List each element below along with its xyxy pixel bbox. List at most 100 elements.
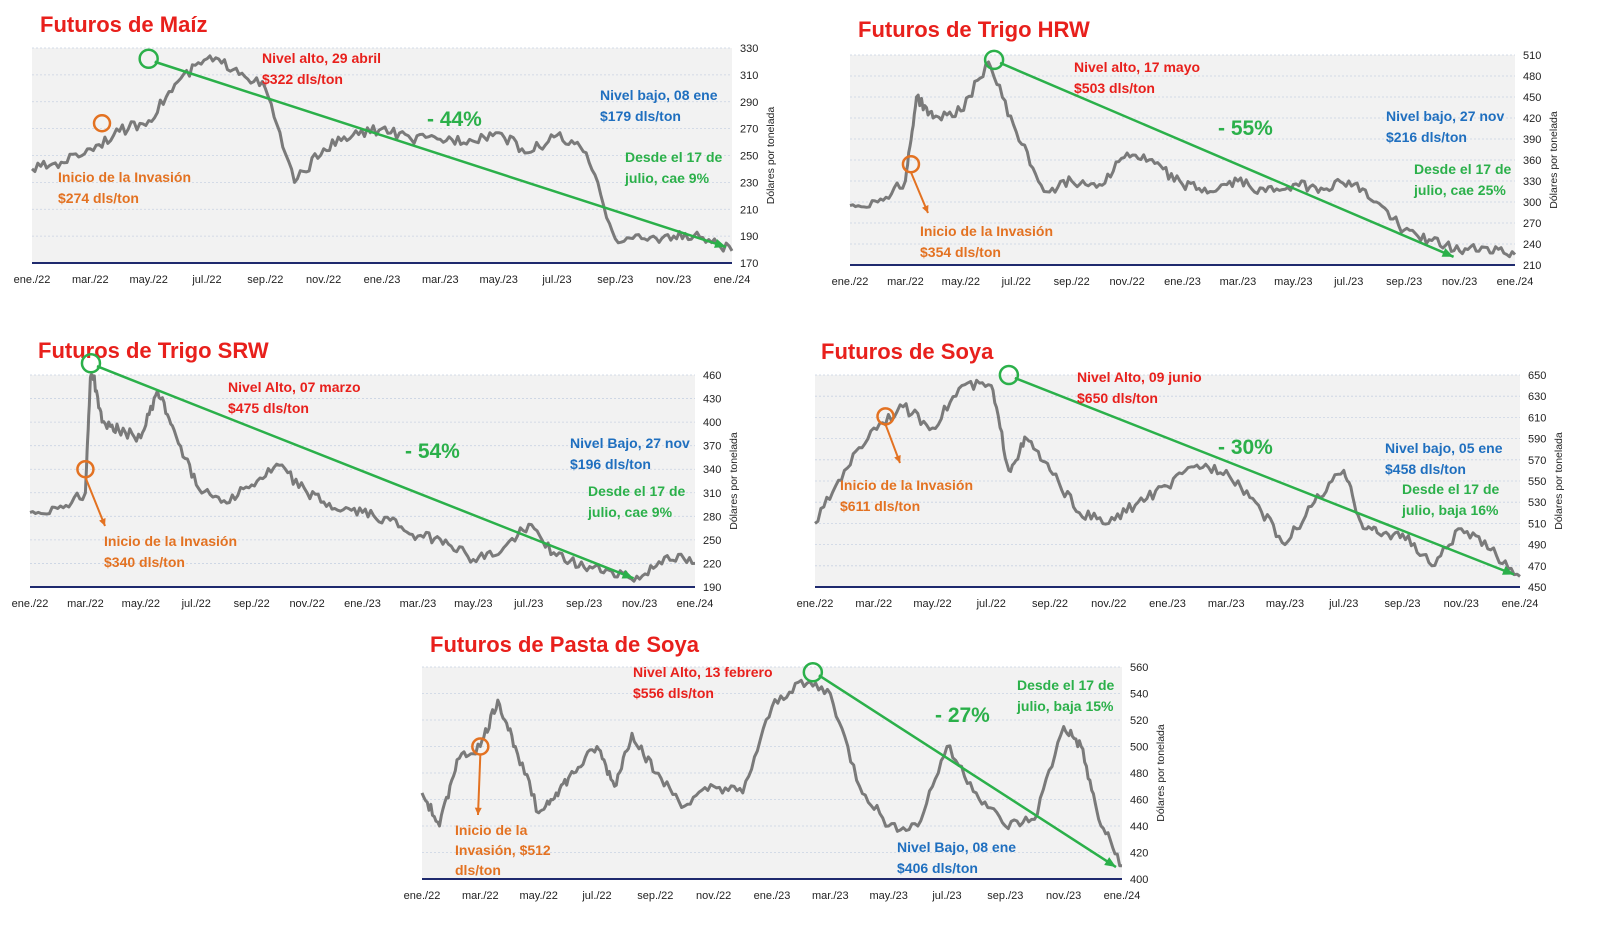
x-tick-label: ene./22 — [14, 274, 51, 286]
high-value: $475 dls/ton — [228, 400, 309, 416]
invasion-marker — [92, 114, 112, 133]
high-label: Nivel alto, 17 mayo — [1074, 59, 1200, 75]
invasion-arrow-head — [922, 205, 929, 213]
x-tick-label: ene./23 — [1164, 276, 1201, 288]
x-tick-label: sep./22 — [637, 890, 673, 902]
x-tick-label: jul./23 — [1333, 276, 1363, 288]
x-tick-label: jul./23 — [541, 274, 571, 286]
y-tick-label: 430 — [703, 394, 721, 406]
y-tick-label: 570 — [1528, 455, 1546, 467]
x-tick-label: sep./22 — [1032, 598, 1068, 610]
invasion-arrow-line — [84, 476, 106, 527]
y-tick-label: 420 — [1130, 848, 1148, 860]
y-tick-label: 300 — [1523, 197, 1541, 209]
y-tick-label: 440 — [1130, 821, 1148, 833]
high-label: Nivel Alto, 13 febrero — [633, 664, 773, 680]
y-tick-label: 470 — [1528, 561, 1546, 573]
x-tick-label: sep./23 — [1386, 276, 1422, 288]
trend-arrow-head — [1441, 248, 1454, 257]
since-note: julio, cae 9% — [587, 504, 673, 520]
x-tick-label: ene./24 — [714, 274, 751, 286]
y-tick-label: 490 — [1528, 540, 1546, 552]
invasion-label: dls/ton — [455, 862, 501, 878]
low-value: $458 dls/ton — [1385, 461, 1466, 477]
x-tick-label: jul./23 — [1328, 598, 1358, 610]
invasion-arrow-line — [477, 754, 482, 816]
y-tick-label: 330 — [740, 43, 758, 55]
chart-title: Futuros de Maíz — [40, 12, 207, 37]
chart-title: Futuros de Trigo SRW — [38, 338, 269, 363]
low-label: Nivel Bajo, 08 ene — [897, 839, 1016, 855]
y-tick-label: 550 — [1528, 476, 1546, 488]
invasion-value: $340 dls/ton — [104, 554, 185, 570]
change-percent: - 55% — [1218, 117, 1273, 140]
trend-arrow-head — [621, 569, 634, 579]
x-tick-label: jul./22 — [1001, 276, 1031, 288]
low-value: $406 dls/ton — [897, 860, 978, 876]
x-tick-label: jul./22 — [181, 598, 211, 610]
x-tick-label: nov./22 — [289, 598, 324, 610]
y-tick-label: 210 — [740, 204, 758, 216]
high-marker — [802, 662, 824, 683]
y-tick-label: 540 — [1130, 689, 1148, 701]
low-label: Nivel bajo, 27 nov — [1386, 108, 1504, 124]
invasion-label: Inicio de la — [455, 822, 528, 838]
y-tick-label: 360 — [1523, 155, 1541, 167]
chart-trigo-srw: Futuros de Trigo SRW 190 220 250 280 310 340 37… — [12, 338, 740, 610]
change-percent: - 27% — [935, 704, 990, 727]
chart-title: Futuros de Trigo HRW — [858, 17, 1090, 42]
x-tick-label: mar./23 — [812, 890, 849, 902]
chart-soya: Futuros de Soya 450 470 490 510 530 550 570 590 6… — [797, 339, 1565, 610]
y-tick-label: 250 — [703, 535, 721, 547]
chart-maiz: Futuros de Maíz 170 190 210 230 250 270 290 310 3… — [14, 12, 777, 286]
high-marker — [138, 48, 159, 69]
change-percent: - 54% — [405, 440, 460, 463]
x-tick-label: may./23 — [480, 274, 518, 286]
x-tick-label: sep./23 — [1384, 598, 1420, 610]
invasion-value: $274 dls/ton — [58, 190, 139, 206]
x-tick-label: ene./24 — [1104, 890, 1141, 902]
y-tick-label: 290 — [740, 97, 758, 109]
y-tick-label: 250 — [740, 151, 758, 163]
since-note: Desde el 17 de — [625, 149, 722, 165]
x-tick-label: may./22 — [913, 598, 951, 610]
since-note: julio, baja 16% — [1401, 502, 1499, 518]
chart-trigo-hrw: Futuros de Trigo HRW 210 240 270 300 330 360 39… — [832, 17, 1560, 288]
y-tick-label: 210 — [1523, 260, 1541, 272]
y-axis-label: Dólares por tonelada — [1155, 724, 1167, 822]
x-tick-label: nov./22 — [1091, 598, 1126, 610]
high-label: Nivel Alto, 09 junio — [1077, 369, 1202, 385]
plot-area — [30, 375, 695, 587]
y-axis-label: Dólares por tonelada — [1548, 111, 1560, 209]
x-tick-label: ene./23 — [754, 890, 791, 902]
x-tick-label: nov./23 — [1444, 598, 1479, 610]
price-series-line — [29, 373, 696, 583]
since-note: julio, cae 25% — [1413, 182, 1506, 198]
high-label: Nivel alto, 29 abril — [262, 50, 381, 66]
y-tick-label: 530 — [1528, 497, 1546, 509]
x-tick-label: ene./23 — [1149, 598, 1186, 610]
y-tick-label: 340 — [703, 464, 721, 476]
x-tick-label: nov./22 — [1109, 276, 1144, 288]
x-tick-label: mar./23 — [1208, 598, 1245, 610]
price-series-line — [420, 678, 1123, 868]
x-tick-label: nov./23 — [656, 274, 691, 286]
y-axis-label: Dólares por tonelada — [765, 107, 777, 205]
invasion-marker — [471, 737, 490, 756]
since-note: Desde el 17 de — [1402, 481, 1499, 497]
since-note: julio, baja 15% — [1016, 698, 1114, 714]
invasion-value: $354 dls/ton — [920, 244, 1001, 260]
chart-pasta-soya: Futuros de Pasta de Soya 400 420 440 460 480 5… — [404, 632, 1167, 902]
x-tick-label: ene./22 — [12, 598, 49, 610]
x-tick-label: ene./22 — [404, 890, 441, 902]
x-tick-label: nov./22 — [306, 274, 341, 286]
y-tick-label: 610 — [1528, 412, 1546, 424]
x-tick-label: ene./23 — [364, 274, 401, 286]
trend-arrow-line — [1014, 376, 1515, 576]
invasion-label: Invasión, $512 — [455, 842, 551, 858]
y-tick-label: 370 — [703, 441, 721, 453]
low-label: Nivel Bajo, 27 nov — [570, 435, 690, 451]
x-tick-label: mar./22 — [855, 598, 892, 610]
x-tick-label: sep./22 — [1054, 276, 1090, 288]
since-note: Desde el 17 de — [1017, 677, 1114, 693]
